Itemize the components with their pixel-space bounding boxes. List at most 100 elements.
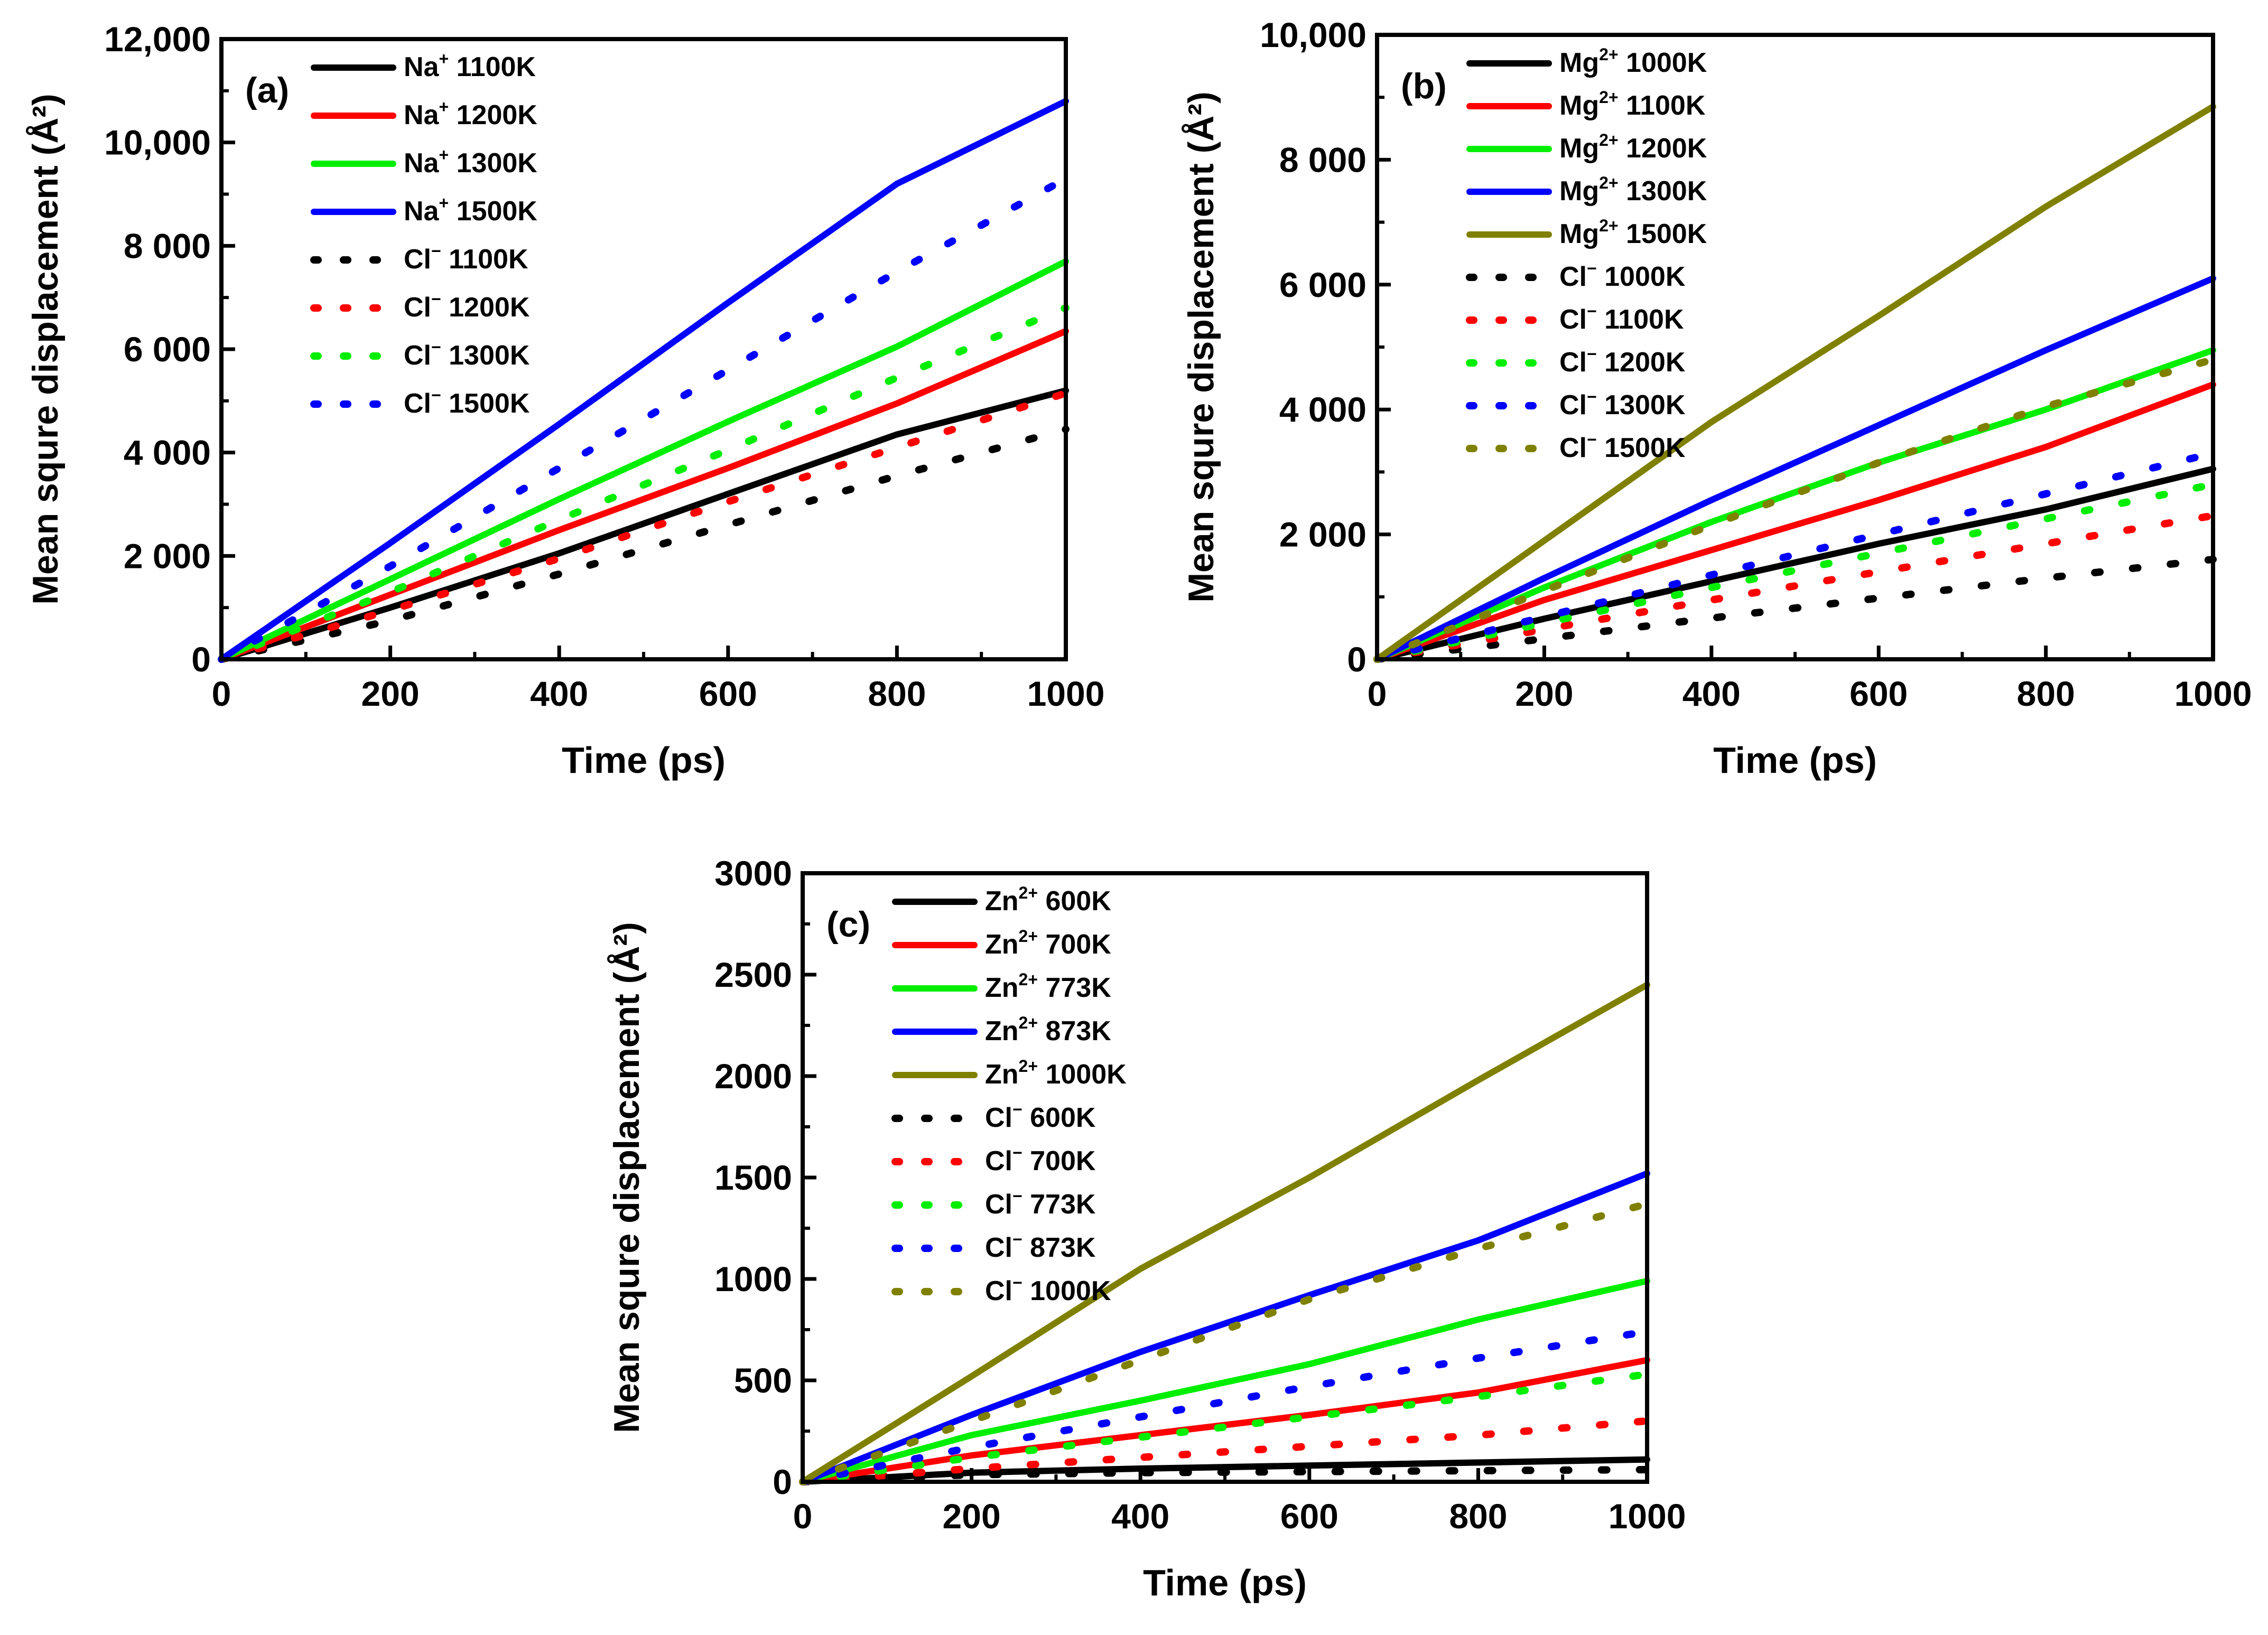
series-line-na-1500k: [218, 98, 1069, 662]
legend-ion: Cl: [985, 1146, 1012, 1176]
x-tick-label: 600: [1849, 674, 1908, 713]
series-line-na-1200k: [218, 328, 1069, 662]
legend-charge: +: [439, 49, 449, 68]
y-tick-label: 0: [191, 640, 211, 679]
legend-temp: 1200K: [449, 100, 537, 130]
series-line-cl-1100k: [1373, 512, 2217, 663]
plot-frame: [219, 37, 1068, 661]
legend-charge: −: [1012, 1143, 1023, 1162]
series-line-cl-700k: [799, 1417, 1651, 1485]
legend-charge: −: [431, 289, 441, 309]
legend-charge: −: [1587, 259, 1597, 278]
panel-a: 0 200 400 600 800 1000 0 2 000 4 000 6 000 8 000 10…: [25, 20, 1104, 781]
y-tick-label: 12,000: [104, 20, 211, 59]
legend-temp: 1500K: [1597, 433, 1686, 463]
legend-charge: −: [1012, 1186, 1023, 1206]
legend-temp: 700K: [1023, 1146, 1096, 1176]
legend-temp: 1200K: [1597, 347, 1686, 378]
legend-ion: Cl: [404, 292, 431, 323]
x-axis-label: Time (ps): [1713, 740, 1877, 781]
legend-entry-label: Cl− 873K: [985, 1230, 1096, 1263]
x-tick-label: 200: [943, 1497, 1001, 1536]
panel-label: (a): [245, 70, 289, 110]
legend-temp: 873K: [1023, 1232, 1096, 1263]
legend-temp: 600K: [1038, 886, 1111, 917]
series-line-cl-600k: [799, 1466, 1651, 1485]
x-tick-label: 600: [699, 674, 757, 713]
y-tick-label: 10,000: [1260, 15, 1367, 54]
series-line-zn-773k: [800, 1277, 1650, 1485]
series-line-cl-1500k: [1373, 356, 2217, 663]
legend-entry-label: Cl− 1100K: [404, 241, 528, 275]
series-line-na-1300k: [218, 258, 1069, 662]
x-tick-label: 800: [2017, 674, 2075, 713]
legend-entry-label: Cl− 1100K: [1559, 302, 1684, 335]
legend-charge: −: [431, 386, 441, 405]
series-line-cl-1200k: [1373, 481, 2217, 663]
series-line-cl-773k: [799, 1370, 1651, 1485]
legend-charge: −: [1587, 344, 1597, 363]
legend-ion: Mg: [1559, 133, 1599, 164]
series-line-zn-873k: [800, 1170, 1650, 1485]
legend-charge: −: [1012, 1273, 1023, 1292]
y-tick-label: 500: [734, 1361, 792, 1400]
x-axis-label: Time (ps): [562, 740, 726, 781]
x-tick-label: 800: [868, 674, 926, 713]
legend-temp: 1100K: [1619, 90, 1706, 121]
y-tick-label: 10,000: [104, 123, 211, 162]
legend-charge: 2+: [1019, 970, 1038, 989]
legend-charge: 2+: [1019, 1057, 1038, 1076]
legend-entry-label: Mg2+ 1300K: [1559, 173, 1707, 207]
legend-ion: Zn: [985, 886, 1019, 917]
legend-entry-label: Zn2+ 873K: [985, 1013, 1111, 1047]
legend-ion: Mg: [1559, 90, 1599, 121]
legend-charge: −: [431, 241, 441, 260]
legend-charge: −: [1587, 302, 1597, 321]
legend-ion: Zn: [985, 973, 1019, 1003]
legend-charge: +: [439, 97, 449, 116]
y-tick-label: 4 000: [124, 433, 211, 472]
y-tick-label: 0: [1347, 640, 1367, 679]
x-axis-label: Time (ps): [1143, 1562, 1307, 1603]
legend-temp: 873K: [1038, 1016, 1111, 1047]
y-tick-label: 6 000: [1279, 265, 1367, 304]
x-tick-label: 0: [1368, 674, 1387, 713]
x-tick-label: 600: [1280, 1497, 1339, 1536]
legend-entry-label: Cl− 1300K: [1559, 387, 1686, 421]
series-line-mg-1100k: [1374, 381, 2216, 662]
legend-ion: Cl: [404, 244, 431, 275]
legend-entry-label: Na+ 1200K: [404, 97, 537, 130]
legend-temp: 1300K: [1597, 390, 1686, 421]
y-tick-label: 2500: [714, 955, 792, 994]
legend-entry-label: Mg2+ 1500K: [1559, 216, 1707, 249]
legend-temp: 1100K: [1597, 304, 1684, 335]
legend-temp: 1100K: [441, 244, 528, 275]
legend-charge: +: [439, 145, 449, 164]
legend-ion: Cl: [1559, 390, 1587, 421]
legend-ion: Zn: [985, 929, 1019, 960]
legend-entry-label: Cl− 1000K: [1559, 259, 1686, 292]
series-line-na-1100k: [218, 387, 1069, 662]
legend-ion: Cl: [985, 1232, 1012, 1263]
legend-entry-label: Cl− 773K: [985, 1186, 1096, 1220]
legend-ion: Zn: [985, 1016, 1019, 1047]
y-tick-label: 2 000: [1279, 515, 1367, 554]
legend-ion: Zn: [985, 1059, 1019, 1090]
legend-ion: Cl: [985, 1103, 1012, 1133]
legend-ion: Cl: [1559, 304, 1587, 335]
legend-entry-label: Na+ 1300K: [404, 145, 537, 179]
legend-ion: Na: [404, 196, 440, 227]
legend-temp: 1500K: [441, 388, 530, 419]
series-line-zn-1000k: [800, 982, 1650, 1485]
legend-temp: 1500K: [1619, 219, 1707, 249]
legend-charge: 2+: [1019, 1013, 1038, 1032]
x-tick-label: 200: [361, 674, 420, 713]
legend-ion: Cl: [1559, 347, 1587, 378]
y-tick-label: 4 000: [1279, 390, 1367, 429]
series-line-cl-1000k: [1373, 555, 2217, 663]
legend-entry-label: Cl− 1200K: [1559, 344, 1686, 378]
legend-temp: 1000K: [1023, 1276, 1111, 1306]
legend-temp: 1000K: [1619, 48, 1707, 78]
